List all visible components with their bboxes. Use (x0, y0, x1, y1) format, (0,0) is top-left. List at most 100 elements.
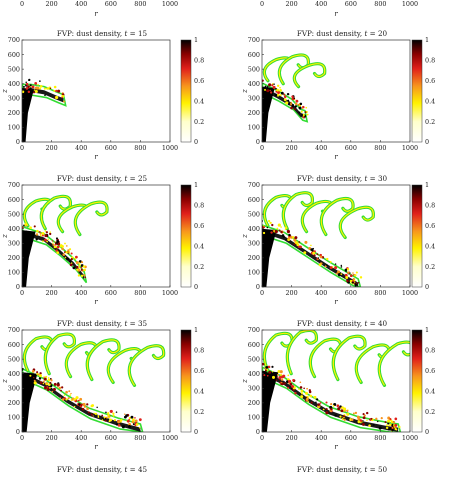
y-tick-label: 300 (8, 94, 20, 102)
dust-speckle (391, 428, 394, 432)
dust-speckle (131, 420, 135, 424)
dust-speckle (276, 227, 279, 230)
dust-speckle (39, 232, 42, 235)
dust-speckle (304, 240, 308, 244)
plume-core (282, 192, 314, 229)
dust-speckle (138, 427, 141, 429)
panel-title-cut-t50: FVP: dust density, t = 50 (297, 465, 388, 474)
dust-speckle (359, 276, 363, 279)
x-axis-label: r (334, 443, 338, 451)
dust-speckle (62, 253, 66, 256)
dust-speckle (127, 424, 131, 429)
dust-speckle (375, 417, 378, 420)
y-tick-label: 300 (248, 384, 260, 392)
dust-speckle (355, 271, 358, 274)
dust-speckle (354, 284, 357, 287)
dust-speckle (260, 374, 262, 376)
x-tick-label: 800 (134, 144, 146, 152)
dust-speckle (337, 407, 341, 411)
plot-frame (21, 184, 171, 288)
dust-speckle (262, 79, 264, 82)
dust-speckle (25, 87, 29, 90)
dust-speckle (47, 377, 50, 379)
dust-speckle (268, 374, 272, 377)
dust-speckle (286, 230, 290, 234)
dense-core (262, 228, 277, 287)
dense-core (22, 88, 34, 142)
colorbar-tick-label: 0.8 (425, 57, 435, 65)
dust-speckle (55, 237, 58, 240)
dust-speckle (275, 87, 277, 90)
dust-speckle (370, 417, 373, 420)
dust-speckle (336, 404, 340, 408)
dust-speckle (293, 243, 296, 246)
dust-speckle (368, 424, 371, 427)
panel-t15: FVP: dust density, t = 15010020030040050… (1, 29, 204, 161)
dust-speckle (64, 242, 66, 245)
dust-speckle (318, 263, 322, 267)
plume-core (86, 339, 120, 380)
colorbar-tick-label: 0 (194, 428, 198, 436)
dust-speckle (345, 276, 349, 280)
dust-speckle (329, 260, 332, 263)
dust-speckle (347, 409, 349, 411)
dust-speckle (128, 418, 130, 421)
x-tick-label: 1000 (162, 0, 178, 8)
dust-speckle (307, 400, 309, 403)
density-field (22, 332, 166, 432)
dust-speckle (84, 276, 87, 279)
dust-speckle (25, 81, 27, 84)
dust-speckle (52, 387, 56, 391)
x-tick-label: 600 (105, 434, 117, 442)
dust-speckle (115, 423, 119, 426)
dust-speckle (303, 251, 307, 255)
dust-speckle (38, 377, 42, 380)
dust-speckle (33, 225, 36, 228)
y-tick-label: 500 (248, 65, 260, 73)
x-tick-label: 600 (345, 289, 357, 297)
y-tick-label: 0 (16, 283, 20, 291)
y-tick-label: 0 (256, 138, 260, 146)
colorbar-tick-label: 0.4 (425, 387, 435, 395)
dust-speckle (23, 85, 25, 88)
dust-speckle (35, 238, 38, 241)
x-tick-label: 200 (45, 144, 57, 152)
dust-speckle (37, 373, 40, 376)
dust-speckle (398, 425, 401, 429)
x-axis-label: r (94, 298, 98, 306)
dust-speckle (394, 423, 398, 427)
dust-speckle (310, 401, 313, 404)
dust-speckle (73, 397, 77, 401)
dust-speckle (39, 381, 43, 385)
panel-title: FVP: dust density, t = 35 (57, 319, 148, 328)
colorbar-tick-label: 0.8 (194, 202, 204, 210)
dust-speckle (288, 233, 291, 237)
dust-speckle (281, 375, 285, 379)
y-tick-label: 0 (16, 428, 20, 436)
colorbar (411, 184, 423, 288)
dust-speckle (33, 379, 36, 382)
dust-speckle (42, 382, 45, 385)
dust-jet (262, 228, 359, 287)
x-tick-label: 0 (20, 289, 24, 297)
dust-speckle (287, 236, 291, 240)
dust-speckle (270, 231, 273, 234)
x-tick-label: 200 (45, 289, 57, 297)
plot-frame (21, 39, 171, 143)
colorbar (411, 39, 423, 143)
dust-speckle (47, 378, 51, 382)
dust-speckle (283, 95, 287, 99)
dust-speckle (74, 257, 77, 260)
dust-speckle (69, 248, 72, 251)
dust-speckle (68, 251, 71, 254)
colorbar (411, 329, 423, 433)
dust-speckle (34, 89, 38, 93)
dust-speckle (294, 241, 297, 243)
y-tick-label: 600 (8, 196, 20, 204)
colorbar-tick-label: 0.6 (194, 77, 204, 85)
plume-core (40, 195, 72, 230)
dust-speckle (340, 266, 343, 268)
dust-speckle (108, 420, 111, 423)
dust-speckle (61, 398, 65, 401)
